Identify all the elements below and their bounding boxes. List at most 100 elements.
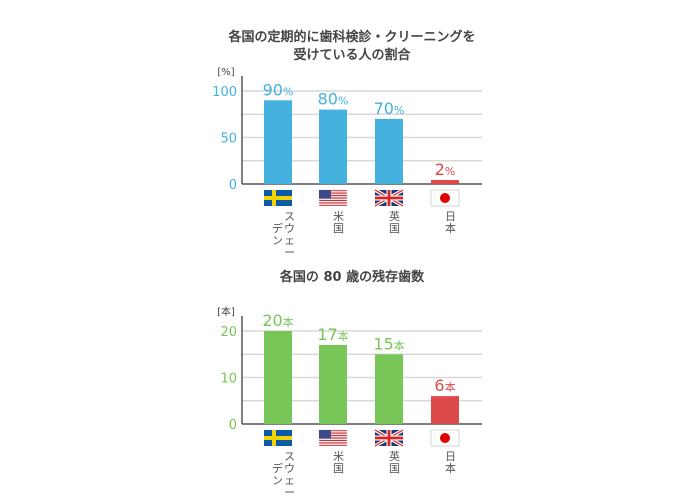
data-label-value: 2 — [435, 160, 445, 179]
y-tick-label: 50 — [220, 132, 237, 147]
data-label-unit: 本 — [283, 315, 294, 329]
data-label-value: 6 — [434, 376, 444, 395]
data-label-value: 17 — [317, 325, 337, 344]
category-char: 米 — [333, 210, 344, 223]
category-char: ン — [272, 234, 283, 247]
data-label: 20本 — [262, 311, 293, 330]
category-char: 本 — [445, 461, 456, 475]
data-label-value: 15 — [373, 334, 393, 353]
bar-chart-2: 各国の 80 歳の残存歯数[本]0102020本スウェーデン17本米国15本英国… — [217, 269, 482, 499]
chart-title: 受けている人の割合 — [293, 47, 411, 63]
data-label: 6本 — [434, 376, 455, 395]
flag-stripe — [319, 430, 347, 432]
data-label-value: 70 — [374, 99, 394, 118]
data-label: 15本 — [373, 334, 404, 353]
category-label: 米国 — [333, 450, 344, 475]
category-char: 英 — [389, 209, 400, 223]
bar-2 — [319, 344, 347, 424]
data-label-value: 90 — [263, 80, 283, 99]
category-char: ウ — [284, 462, 295, 475]
category-char: 米 — [333, 450, 344, 463]
chart-title: 各国の 80 歳の残存歯数 — [279, 269, 425, 285]
flag-cross-red — [375, 430, 403, 446]
category-char: ス — [284, 210, 295, 223]
category-char: ン — [272, 474, 283, 487]
y-tick-label: 10 — [220, 372, 237, 387]
category-char: 国 — [333, 462, 344, 475]
flag-cross-h — [264, 436, 292, 440]
y-tick-label: 0 — [229, 418, 237, 433]
y-tick-label: 20 — [220, 325, 237, 340]
bar-3 — [375, 354, 403, 424]
data-label: 17本 — [317, 325, 348, 344]
data-label: 80% — [318, 90, 349, 109]
category-char: 国 — [389, 222, 400, 235]
usa-flag-icon — [318, 189, 348, 207]
flag-stripe — [319, 190, 347, 192]
data-label-unit: 本 — [394, 338, 405, 352]
sweden-flag-icon — [264, 190, 292, 206]
category-label: 米国 — [333, 210, 344, 235]
data-label-unit: 本 — [445, 380, 456, 394]
bar-3 — [375, 118, 403, 184]
flag-stripe — [319, 192, 347, 194]
data-label-value: 20 — [262, 311, 282, 330]
flag-stripe — [319, 199, 347, 202]
flag-stripe — [319, 194, 347, 197]
category-char: 本 — [445, 221, 456, 235]
category-char: ス — [284, 450, 295, 463]
category-label: スウェーデン — [272, 450, 295, 499]
data-label-unit: % — [394, 104, 404, 117]
category-label: 日本 — [445, 450, 456, 475]
usa-flag-icon — [318, 429, 348, 447]
data-label-unit: % — [283, 85, 293, 98]
category-char: 日 — [445, 210, 456, 223]
category-char: 国 — [389, 462, 400, 475]
data-label-unit: % — [445, 165, 455, 178]
data-label-unit: % — [338, 95, 348, 108]
category-label: スウェーデン — [272, 210, 295, 259]
bar-2 — [319, 109, 347, 184]
flag-canton — [319, 190, 331, 199]
category-char: 英 — [389, 449, 400, 463]
y-tick-label: 100 — [212, 85, 237, 100]
flag-cross-h — [264, 196, 292, 200]
japan-flag-icon — [430, 429, 460, 447]
category-label: 英国 — [389, 449, 400, 475]
y-axis-unit: [%] — [217, 67, 234, 78]
data-label: 70% — [374, 99, 405, 118]
data-label-unit: 本 — [338, 329, 349, 343]
chart-title: 各国の定期的に歯科検診・クリーニングを — [227, 29, 475, 45]
flag-sun — [440, 433, 450, 443]
category-char: ェ — [284, 474, 295, 487]
category-char: ェ — [284, 234, 295, 247]
flag-stripe — [319, 432, 347, 434]
category-char: ー — [284, 246, 295, 259]
data-label-value: 80 — [318, 90, 338, 109]
category-label: 英国 — [389, 209, 400, 235]
y-axis-unit: [本] — [217, 305, 235, 318]
flag-stripe — [319, 437, 347, 439]
bar-1 — [264, 331, 292, 424]
category-char: 国 — [333, 222, 344, 235]
uk-flag-icon — [374, 428, 404, 448]
y-tick-label: 0 — [229, 178, 237, 193]
sweden-flag-icon — [264, 430, 292, 446]
japan-flag-icon — [430, 189, 460, 207]
data-label: 2% — [435, 160, 456, 179]
data-label: 90% — [263, 80, 294, 99]
category-label: 日本 — [445, 210, 456, 235]
flag-stripe — [319, 204, 347, 206]
flag-stripe — [319, 439, 347, 442]
bar-4 — [431, 396, 459, 424]
flag-stripe — [319, 202, 347, 204]
category-char: デ — [272, 221, 283, 235]
uk-flag-icon — [374, 188, 404, 208]
flag-stripe — [319, 444, 347, 446]
flag-sun — [440, 193, 450, 203]
flag-stripe — [319, 434, 347, 437]
category-char: 日 — [445, 450, 456, 463]
category-char: デ — [272, 461, 283, 475]
